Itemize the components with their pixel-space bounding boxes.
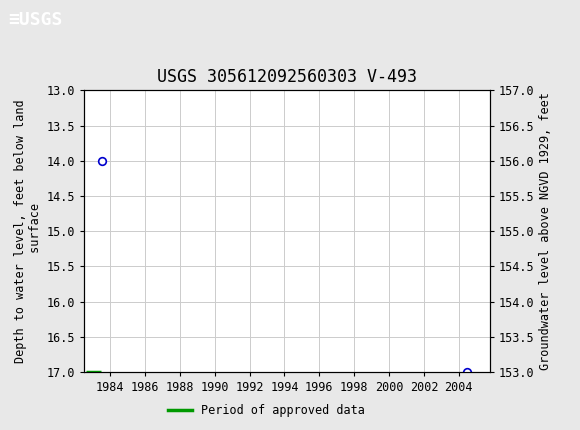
Y-axis label: Depth to water level, feet below land
 surface: Depth to water level, feet below land su… — [14, 99, 42, 363]
Text: ≡USGS: ≡USGS — [9, 12, 63, 29]
Legend: Period of approved data: Period of approved data — [164, 399, 370, 422]
Y-axis label: Groundwater level above NGVD 1929, feet: Groundwater level above NGVD 1929, feet — [539, 92, 552, 370]
Title: USGS 305612092560303 V-493: USGS 305612092560303 V-493 — [157, 68, 417, 86]
